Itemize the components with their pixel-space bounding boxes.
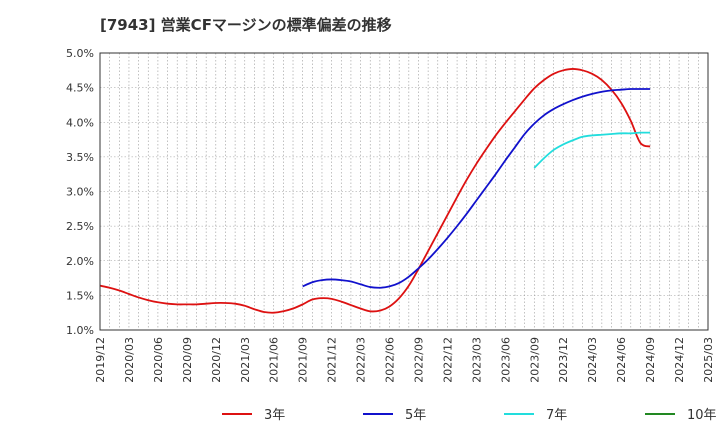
x-tick-label: 2021/12 bbox=[326, 337, 339, 383]
x-tick-label: 2023/12 bbox=[557, 337, 570, 383]
plot-area-border bbox=[99, 52, 709, 331]
series-line-7年 bbox=[533, 131, 651, 169]
x-tick-label: 2023/06 bbox=[499, 337, 512, 383]
x-tick-label: 2021/03 bbox=[239, 337, 252, 383]
x-tick-label: 2020/06 bbox=[152, 337, 165, 383]
x-tick-label: 2021/09 bbox=[297, 337, 310, 383]
x-tick-label: 2024/06 bbox=[615, 337, 628, 383]
legend: 3年 5年 7年 10年 bbox=[222, 408, 717, 423]
x-tick-label: 2022/03 bbox=[355, 337, 368, 383]
x-tick-label: 2024/09 bbox=[644, 337, 657, 383]
legend-label: 7年 bbox=[546, 408, 567, 423]
plot-lines bbox=[99, 68, 651, 314]
x-tick-label: 2022/06 bbox=[384, 337, 397, 383]
y-tick-label: 1.0% bbox=[66, 324, 94, 337]
y-tick-label: 2.0% bbox=[66, 255, 94, 268]
x-tick-label: 2022/12 bbox=[441, 337, 454, 383]
x-tick-label: 2024/12 bbox=[673, 337, 686, 383]
legend-label: 5年 bbox=[405, 408, 426, 423]
chart-grid bbox=[100, 53, 708, 330]
y-tick-label: 3.5% bbox=[66, 151, 94, 164]
legend-label: 10年 bbox=[687, 408, 717, 423]
x-tick-label: 2019/12 bbox=[94, 337, 107, 383]
y-tick-label: 4.0% bbox=[66, 116, 94, 129]
x-tick-label: 2022/09 bbox=[412, 337, 425, 383]
x-tick-label: 2020/09 bbox=[181, 337, 194, 383]
x-tick-label: 2021/06 bbox=[268, 337, 281, 383]
x-tick-label: 2024/03 bbox=[586, 337, 599, 383]
series-line-5年 bbox=[302, 88, 651, 289]
legend-label: 3年 bbox=[264, 408, 285, 423]
x-tick-label: 2020/03 bbox=[123, 337, 136, 383]
y-tick-label: 4.5% bbox=[66, 82, 94, 95]
x-tick-label: 2020/12 bbox=[210, 337, 223, 383]
y-tick-label: 2.5% bbox=[66, 220, 94, 233]
y-tick-label: 3.0% bbox=[66, 186, 94, 199]
y-axis: 1.0% 1.5% 2.0% 2.5% 3.0% 3.5% 4.0% 4.5% 5.0% bbox=[66, 47, 94, 337]
chart-title: [7943] 営業CFマージンの標準偏差の推移 bbox=[100, 16, 392, 34]
y-tick-label: 1.5% bbox=[66, 289, 94, 302]
x-axis: 2019/12 2020/03 2020/06 2020/09 2020/12 2021/… bbox=[94, 337, 715, 383]
x-tick-label: 2023/09 bbox=[528, 337, 541, 383]
x-tick-label: 2025/03 bbox=[702, 337, 715, 383]
series-line-3年 bbox=[99, 68, 651, 314]
y-tick-label: 5.0% bbox=[66, 47, 94, 60]
x-tick-label: 2023/03 bbox=[470, 337, 483, 383]
